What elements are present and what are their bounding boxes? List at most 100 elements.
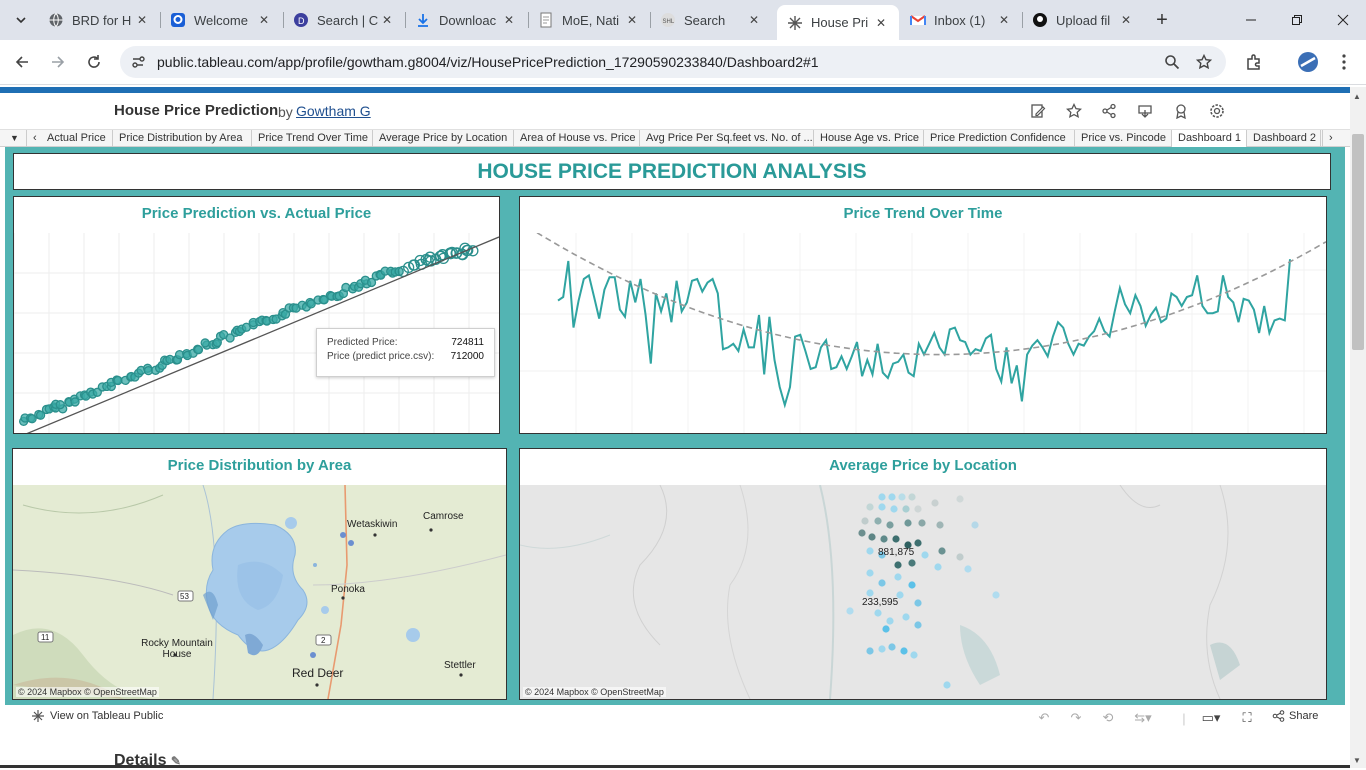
favorite-star-icon[interactable]	[1064, 101, 1084, 121]
location-price-dot	[964, 565, 972, 573]
author-link[interactable]: Gowtham G	[296, 103, 371, 119]
viz-title: House Price Prediction	[114, 102, 279, 119]
details-label: Details	[114, 752, 167, 769]
area-map[interactable]: Wetaskiwin Camrose Ponoka Rocky Mountain…	[13, 485, 506, 699]
sheet-tab[interactable]: Price Trend Over Time	[252, 130, 373, 147]
reload-button[interactable]	[80, 48, 108, 76]
sheet-tab[interactable]: Dashboard 2	[1247, 130, 1321, 147]
browser-tab[interactable]: MoE, Nati ✕	[528, 5, 650, 35]
location-price-dot	[866, 503, 874, 511]
page-scrollbar-thumb[interactable]	[1352, 134, 1364, 350]
close-window-button[interactable]	[1320, 0, 1366, 40]
browser-tab[interactable]: Downloac ✕	[405, 5, 527, 35]
new-tab-button[interactable]: +	[1156, 8, 1168, 31]
revert-icon[interactable]: ⟲	[1102, 710, 1114, 725]
scroll-up-arrow[interactable]: ▲	[1353, 92, 1361, 101]
zoom-icon[interactable]	[1162, 52, 1182, 72]
edit-pencil-icon[interactable]: ✎	[170, 754, 181, 768]
share-icon[interactable]	[1099, 101, 1119, 121]
area-map-credit[interactable]: © 2024 Mapbox © OpenStreetMap	[16, 687, 159, 697]
browser-tab[interactable]: SHL Search ✕	[650, 5, 772, 35]
location-price-dot	[914, 621, 922, 629]
sheet-tab[interactable]: Avg Price Per Sq.feet vs. No. of ...	[640, 130, 814, 147]
scatter-point	[27, 414, 37, 424]
close-tab-icon[interactable]: ✕	[875, 15, 887, 30]
browser-tab[interactable]: BRD for H ✕	[38, 5, 160, 35]
tab-search-button[interactable]	[8, 7, 34, 33]
location-price-dot	[936, 521, 944, 529]
location-map[interactable]: 881,875 233,595 © 2024 Mapbox © OpenStre…	[520, 485, 1326, 699]
restore-button[interactable]	[1274, 0, 1320, 40]
reload-icon	[88, 55, 100, 68]
scroll-down-arrow[interactable]: ▼	[1353, 756, 1361, 765]
document-icon	[538, 12, 554, 28]
minimize-button[interactable]	[1228, 0, 1274, 40]
trend-chart[interactable]	[520, 233, 1326, 433]
svg-text:SHL: SHL	[663, 19, 675, 25]
scatter-point	[225, 333, 235, 343]
back-button[interactable]	[8, 48, 36, 76]
sheet-tab[interactable]: Price vs. Pincode	[1075, 130, 1172, 147]
tab-title: MoE, Nati	[562, 12, 620, 28]
bookmark-star-icon[interactable]	[1194, 52, 1214, 72]
tooltip-value-actual: 712000	[450, 351, 484, 362]
browser-tab[interactable]: D Search | C ✕	[283, 5, 405, 35]
page-bottom-border	[0, 765, 1350, 768]
url-text[interactable]: public.tableau.com/app/profile/gowtham.g…	[157, 54, 819, 70]
sheet-list-dropdown[interactable]: ▼	[10, 133, 19, 143]
close-tab-icon[interactable]: ✕	[381, 13, 393, 27]
close-tab-icon[interactable]: ✕	[258, 13, 270, 27]
sheet-tab[interactable]: Price Distribution by Area	[113, 130, 252, 147]
share-label: Share	[1289, 710, 1319, 722]
sheet-scroll-left-button[interactable]: ‹	[26, 130, 44, 147]
svg-text:D: D	[298, 16, 305, 26]
refresh-dropdown-icon[interactable]: ⇆▾	[1134, 710, 1152, 725]
scatter-chart[interactable]	[14, 233, 499, 433]
undo-icon[interactable]: ↶	[1038, 710, 1050, 725]
close-tab-icon[interactable]: ✕	[136, 13, 148, 27]
location-map-credit[interactable]: © 2024 Mapbox © OpenStreetMap	[523, 687, 666, 697]
close-tab-icon[interactable]: ✕	[1120, 13, 1132, 27]
viz-by-label: by	[278, 104, 293, 120]
trend-dashed-line	[535, 233, 1326, 356]
sheet-tab[interactable]: Area of House vs. Price	[514, 130, 640, 147]
sheet-scroll-right-button[interactable]: ›	[1322, 130, 1342, 147]
trend-line	[26, 236, 499, 433]
browser-tab[interactable]: Welcome ✕	[160, 5, 282, 35]
share-button[interactable]: Share	[1272, 710, 1318, 722]
close-tab-icon[interactable]: ✕	[626, 13, 638, 27]
browser-tab[interactable]: House Pri ✕	[777, 5, 899, 40]
browser-tab[interactable]: Upload fil ✕	[1022, 5, 1144, 35]
sheet-tab[interactable]: House Age vs. Price	[814, 130, 924, 147]
sheet-tab[interactable]: Actual Price	[41, 130, 113, 147]
close-tab-icon[interactable]: ✕	[503, 13, 515, 27]
fullscreen-icon[interactable]: ⛶	[1242, 710, 1252, 725]
site-info-icon[interactable]	[128, 52, 148, 72]
sheet-tab[interactable]: Price Prediction Confidence	[924, 130, 1075, 147]
profile-avatar[interactable]	[1296, 50, 1320, 74]
tab-separator	[160, 12, 161, 28]
tab-title: BRD for H	[72, 12, 132, 28]
arrow-left-icon	[15, 56, 28, 68]
sheet-tab[interactable]: Dashboard 1	[1172, 130, 1247, 147]
location-price-dot	[900, 647, 908, 655]
device-preview-icon[interactable]: ▭▾	[1201, 710, 1221, 725]
settings-gear-icon[interactable]	[1207, 101, 1227, 121]
close-tab-icon[interactable]: ✕	[748, 13, 760, 27]
tab-title: Search	[684, 12, 726, 28]
edit-icon[interactable]	[1028, 101, 1048, 121]
extensions-icon[interactable]	[1242, 50, 1266, 74]
location-map-graphic	[520, 485, 1326, 699]
omnibox[interactable]: public.tableau.com/app/profile/gowtham.g…	[120, 46, 1226, 78]
browser-tab[interactable]: Inbox (1) ✕	[900, 5, 1022, 35]
redo-icon[interactable]: ↷	[1070, 710, 1082, 725]
embed-code-icon[interactable]	[1171, 101, 1191, 121]
download-icon[interactable]	[1135, 101, 1155, 121]
location-price-dot	[910, 651, 918, 659]
close-tab-icon[interactable]: ✕	[998, 13, 1010, 27]
area-map-panel: Price Distribution by Area	[12, 448, 507, 700]
view-on-tableau-public-link[interactable]: View on Tableau Public	[32, 710, 163, 722]
forward-button[interactable]	[44, 48, 72, 76]
chrome-menu-icon[interactable]	[1332, 50, 1356, 74]
sheet-tab[interactable]: Average Price by Location	[373, 130, 514, 147]
